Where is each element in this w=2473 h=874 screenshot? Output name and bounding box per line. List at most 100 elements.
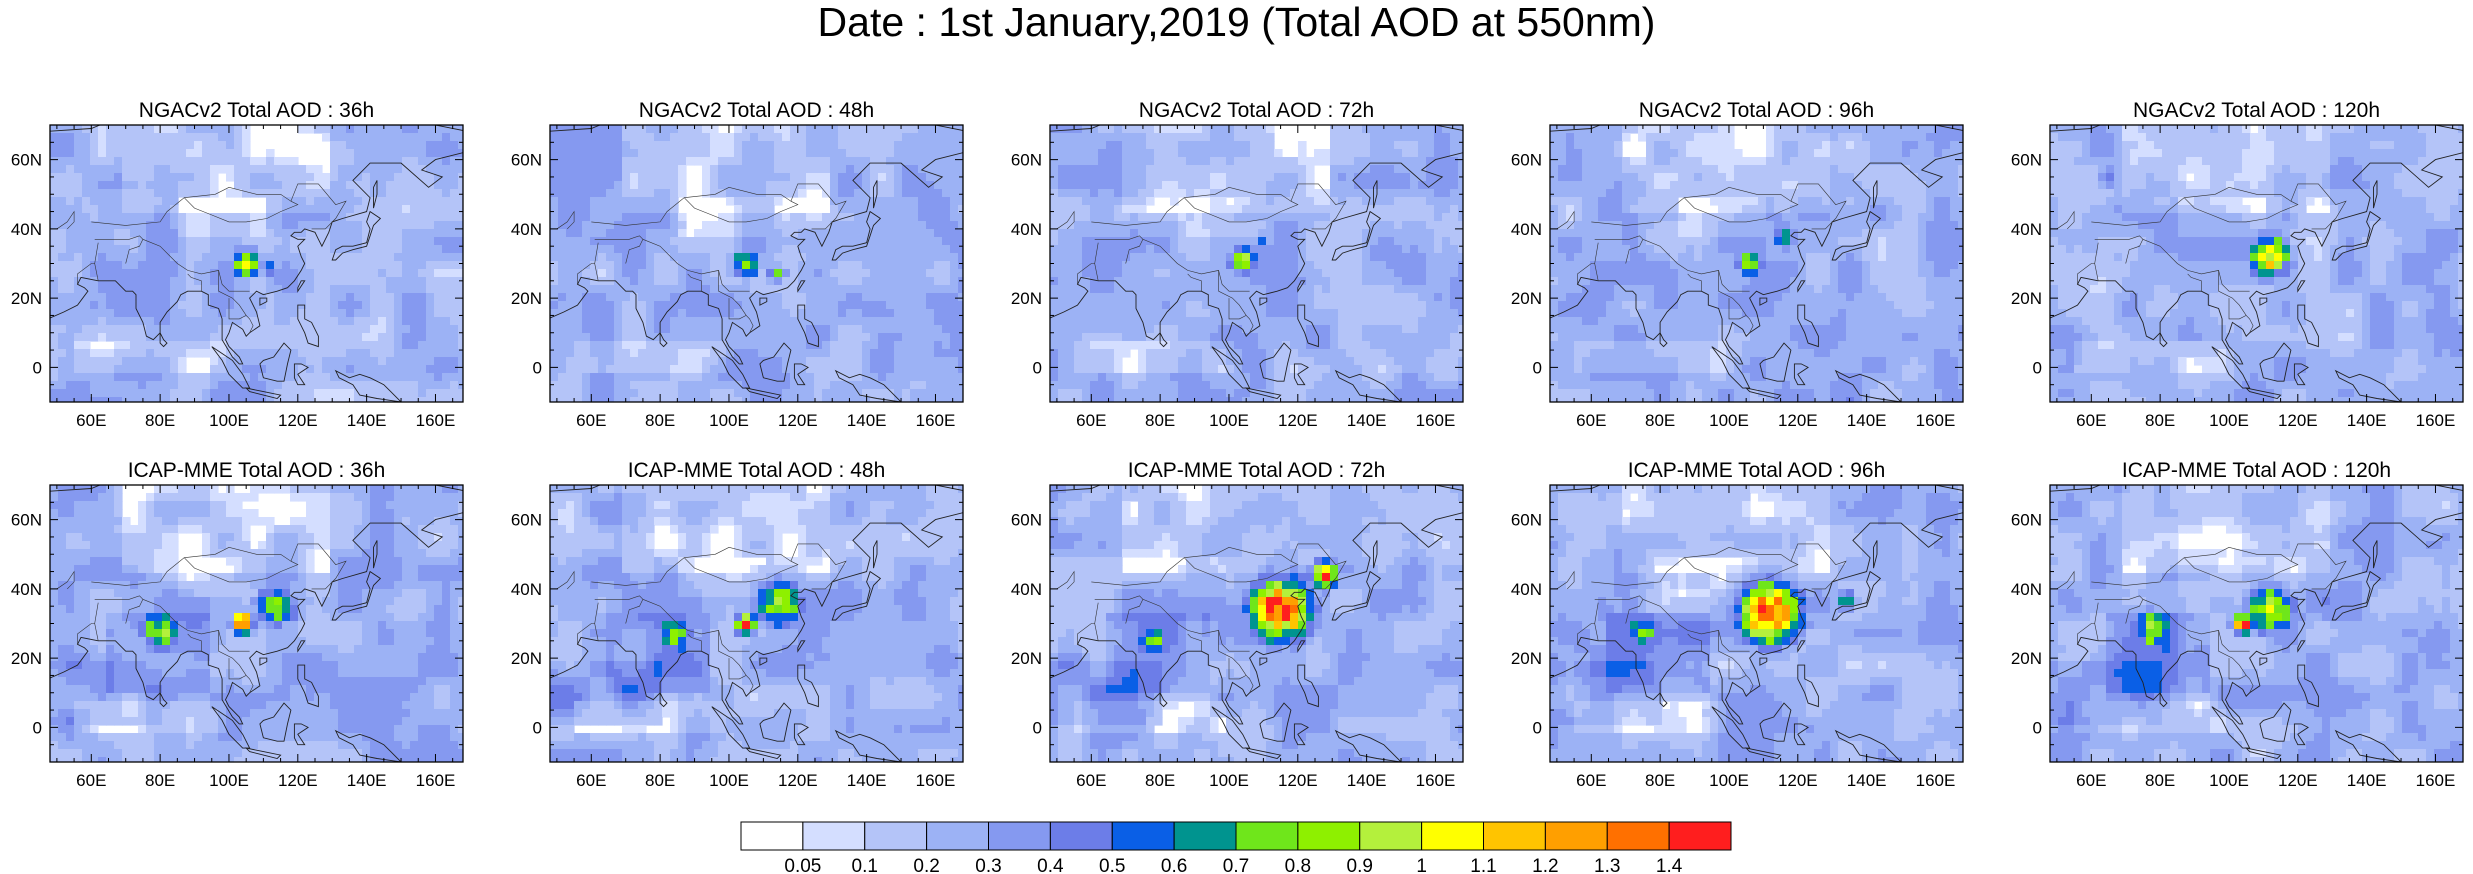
lat-tick-label: 40N [1511, 580, 1542, 599]
lat-tick-label: 0 [33, 358, 42, 377]
panel-title: ICAP-MME Total AOD : 48h [628, 459, 886, 482]
lat-tick-label: 40N [1011, 580, 1042, 599]
lat-tick-label: 20N [11, 289, 42, 308]
lat-tick-label: 0 [33, 718, 42, 737]
lon-tick-label: 100E [1209, 771, 1249, 790]
coastlines [2050, 125, 2463, 402]
lat-tick-label: 40N [2011, 220, 2042, 239]
lon-tick-label: 80E [1645, 771, 1675, 790]
colorbar-swatch [1049, 821, 1113, 851]
panel-title: NGACv2 Total AOD : 36h [139, 99, 374, 122]
lat-tick-label: 20N [11, 649, 42, 668]
lon-tick-label: 60E [1076, 771, 1106, 790]
lat-tick-label: 60N [1011, 511, 1042, 530]
map-panel: ICAP-MME Total AOD : 96h 60E 80E 100E 120E 14… [1511, 459, 1964, 790]
lat-tick-label: 20N [511, 289, 542, 308]
coastlines [1550, 485, 1963, 762]
colorbar: 0.05 0.1 0.2 0.3 0.4 0.5 0.6 0.7 0.8 0.9 1 1.1 1.2 1.… [740, 821, 1732, 874]
aod-field [1050, 125, 1463, 402]
lat-tick-label: 60N [2011, 151, 2042, 170]
lon-tick-label: 140E [2347, 411, 2387, 430]
colorbar-label: 0.2 [913, 856, 939, 874]
lat-tick-label: 60N [11, 511, 42, 530]
map-panel: ICAP-MME Total AOD : 48h 60E 80E 100E 120E 14… [511, 459, 964, 790]
panel-title: ICAP-MME Total AOD : 120h [2122, 459, 2391, 482]
map-panel: NGACv2 Total AOD : 96h 60E 80E 100E 120E 140E… [1511, 99, 1964, 430]
lon-tick-label: 100E [209, 771, 249, 790]
lat-tick-label: 0 [2033, 718, 2042, 737]
coastlines [2050, 485, 2463, 762]
colorbar-label: 1.4 [1656, 856, 1683, 874]
colorbar-swatch [1668, 821, 1732, 851]
lon-tick-label: 60E [2076, 411, 2106, 430]
colorbar-swatch [926, 821, 989, 851]
lon-tick-label: 120E [2278, 771, 2318, 790]
lat-tick-label: 0 [533, 718, 542, 737]
lon-tick-label: 160E [1416, 411, 1456, 430]
coastlines [1550, 125, 1963, 402]
lon-tick-label: 120E [2278, 411, 2318, 430]
lon-tick-label: 140E [347, 411, 387, 430]
aod-field [1550, 125, 1963, 402]
lon-tick-label: 80E [645, 411, 675, 430]
lon-tick-label: 80E [1645, 411, 1675, 430]
colorbar-label: 1 [1416, 856, 1427, 874]
lat-tick-label: 20N [2011, 649, 2042, 668]
colorbar-label: 0.05 [784, 856, 821, 874]
colorbar-swatch [1235, 821, 1299, 851]
coastlines [1050, 485, 1463, 762]
colorbar-label: 1.3 [1594, 856, 1620, 874]
lon-tick-label: 120E [278, 411, 318, 430]
colorbar-label: 1.2 [1532, 856, 1558, 874]
colorbar-swatch [1544, 821, 1608, 851]
colorbar-label: 1.1 [1470, 856, 1496, 874]
lon-tick-label: 100E [1209, 411, 1249, 430]
lat-tick-label: 20N [1511, 649, 1542, 668]
lon-tick-label: 100E [709, 411, 749, 430]
lat-tick-label: 0 [533, 358, 542, 377]
lon-tick-label: 60E [1576, 771, 1606, 790]
colorbar-label: 0.1 [852, 856, 878, 874]
lat-tick-label: 20N [1011, 289, 1042, 308]
aod-field [50, 485, 463, 762]
colorbar-swatch [802, 821, 866, 851]
lon-tick-label: 100E [2209, 771, 2249, 790]
lon-tick-label: 100E [1709, 771, 1749, 790]
panel-title: NGACv2 Total AOD : 96h [1639, 99, 1874, 122]
lon-tick-label: 160E [416, 771, 456, 790]
lon-tick-label: 80E [1145, 771, 1175, 790]
aod-field [1050, 485, 1463, 762]
lon-tick-label: 160E [2416, 771, 2456, 790]
aod-field [550, 125, 963, 402]
panel-title: NGACv2 Total AOD : 120h [2133, 99, 2380, 122]
colorbar-label: 0.7 [1223, 856, 1249, 874]
lon-tick-label: 80E [645, 771, 675, 790]
map-panel: NGACv2 Total AOD : 48h 60E 80E 100E 120E 140E… [511, 99, 964, 430]
lon-tick-label: 140E [2347, 771, 2387, 790]
map-panel: NGACv2 Total AOD : 72h 60E 80E 100E 120E 140E… [1011, 99, 1464, 430]
lon-tick-label: 160E [2416, 411, 2456, 430]
coastlines [1050, 125, 1463, 402]
aod-field [2050, 485, 2463, 762]
aod-field [2050, 125, 2463, 402]
lon-tick-label: 160E [1916, 771, 1956, 790]
map-panel: NGACv2 Total AOD : 120h 60E 80E 100E 120E 140… [2011, 99, 2464, 430]
lon-tick-label: 100E [709, 771, 749, 790]
lat-tick-label: 40N [11, 220, 42, 239]
colorbar-swatch [988, 821, 1051, 851]
lon-tick-label: 160E [1416, 771, 1456, 790]
lat-tick-label: 60N [2011, 511, 2042, 530]
lat-tick-label: 40N [1511, 220, 1542, 239]
panel-title: ICAP-MME Total AOD : 96h [1628, 459, 1886, 482]
aod-field [50, 125, 463, 402]
colorbar-label: 0.4 [1037, 856, 1064, 874]
lat-tick-label: 60N [11, 151, 42, 170]
lat-tick-label: 20N [511, 649, 542, 668]
aod-field [550, 485, 963, 762]
lat-tick-label: 0 [1033, 358, 1042, 377]
lon-tick-label: 60E [576, 771, 606, 790]
aod-field [1550, 485, 1963, 762]
lon-tick-label: 80E [2145, 771, 2175, 790]
lat-tick-label: 60N [1511, 151, 1542, 170]
lon-tick-label: 120E [1278, 411, 1318, 430]
